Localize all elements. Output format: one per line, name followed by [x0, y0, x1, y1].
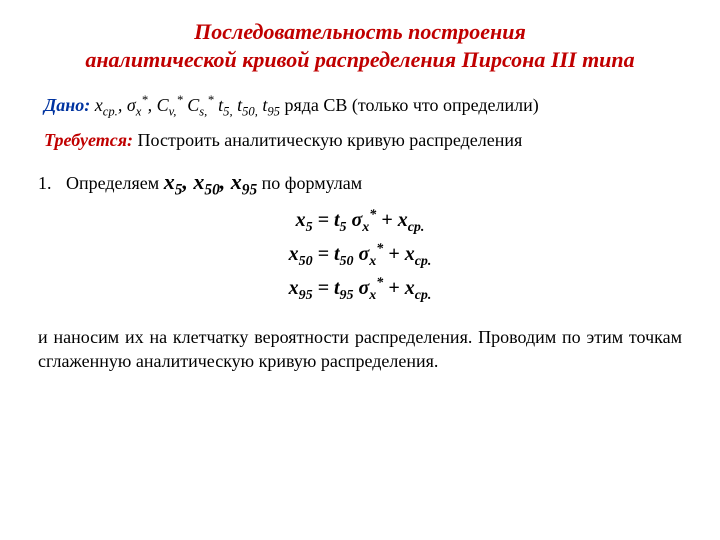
- formula-block: x5 = t5 σx* + xср. x50 = t50 σx* + xср. …: [38, 203, 682, 305]
- title-line-2: аналитической кривой распределения Пирсо…: [85, 47, 634, 72]
- closing-paragraph: и наносим их на клетчатку вероятности ра…: [38, 325, 682, 374]
- formula-x5: x5 = t5 σx* + xср.: [38, 203, 682, 237]
- step-1-text: Определяем x5, x50, x95 по формулам: [66, 169, 682, 195]
- given-tail: ряда СВ (только что определили): [280, 95, 539, 115]
- step-1-vars: x5, x50, x95: [164, 169, 257, 194]
- given-params: xср., σx*, Cv,* Cs,* t5, t50, t95: [95, 95, 280, 115]
- required-text: Построить аналитическую кривую распредел…: [133, 130, 522, 150]
- step-1-lead: Определяем: [66, 173, 164, 193]
- formula-x50: x50 = t50 σx* + xср.: [38, 237, 682, 271]
- formula-x95: x95 = t95 σx* + xср.: [38, 271, 682, 305]
- slide-title: Последовательность построения аналитичес…: [38, 18, 682, 73]
- step-1-tail: по формулам: [257, 173, 362, 193]
- given-label: Дано:: [44, 95, 90, 115]
- given-line: Дано: xср., σx*, Cv,* Cs,* t5, t50, t95 …: [44, 95, 682, 116]
- step-1-number: 1.: [38, 173, 66, 194]
- required-label: Требуется:: [44, 130, 133, 150]
- required-line: Требуется: Построить аналитическую криву…: [44, 130, 682, 151]
- title-line-1: Последовательность построения: [194, 19, 526, 44]
- step-1: 1. Определяем x5, x50, x95 по формулам: [38, 169, 682, 195]
- slide-page: Последовательность построения аналитичес…: [0, 0, 720, 540]
